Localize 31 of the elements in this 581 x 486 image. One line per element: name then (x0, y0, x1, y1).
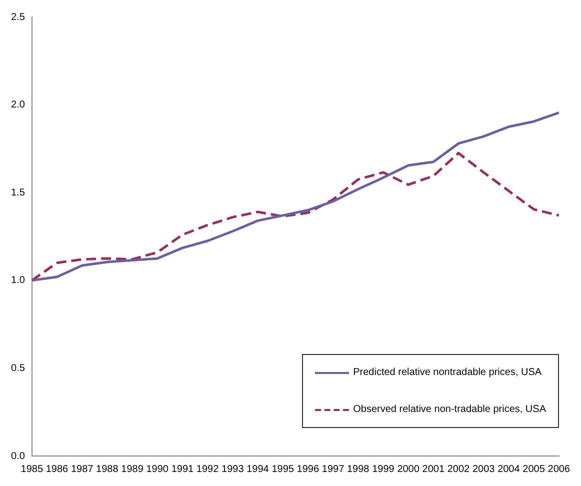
y-tick-label: 1.0 (10, 275, 26, 286)
x-tick-label: 1998 (347, 464, 370, 475)
x-tick-label: 2001 (422, 464, 445, 475)
x-tick-label: 2003 (472, 464, 496, 475)
x-tick-label: 2005 (522, 464, 546, 475)
x-tick-label: 1990 (146, 464, 169, 475)
y-tick-label: 0.0 (10, 450, 26, 462)
x-tick-label: 1989 (121, 464, 144, 475)
y-tick-label: 1.5 (10, 187, 26, 198)
x-tick-label: 1995 (272, 464, 294, 475)
x-tick-label: 1997 (322, 464, 345, 475)
x-tick-label: 1992 (196, 464, 220, 475)
x-tick-label: 1999 (372, 464, 395, 475)
legend-label: Observed relative non-tradable prices, USA (353, 404, 546, 415)
x-tick-label: 1985 (20, 464, 44, 475)
x-tick-label: 2006 (548, 464, 570, 475)
line-series (30, 152, 560, 282)
x-tick-label: 2002 (447, 464, 470, 475)
x-tick-label: 2004 (498, 464, 520, 475)
x-tick-label: 1991 (171, 464, 194, 475)
x-tick-label: 1994 (246, 464, 270, 475)
x-tick-label: 2000 (397, 464, 420, 475)
x-tick-label: 1987 (70, 464, 94, 475)
y-tick-label: 0.5 (10, 362, 26, 374)
x-tick-label: 1996 (296, 464, 320, 475)
x-tick-label: 1993 (222, 464, 244, 475)
y-tick-label: 2.5 (10, 12, 26, 23)
x-tick-label: 1988 (96, 464, 119, 475)
x-tick-label: 1986 (46, 464, 69, 475)
legend-label: Predicted relative nontradable prices, USA (353, 367, 542, 378)
y-tick-label: 2.0 (10, 100, 26, 111)
